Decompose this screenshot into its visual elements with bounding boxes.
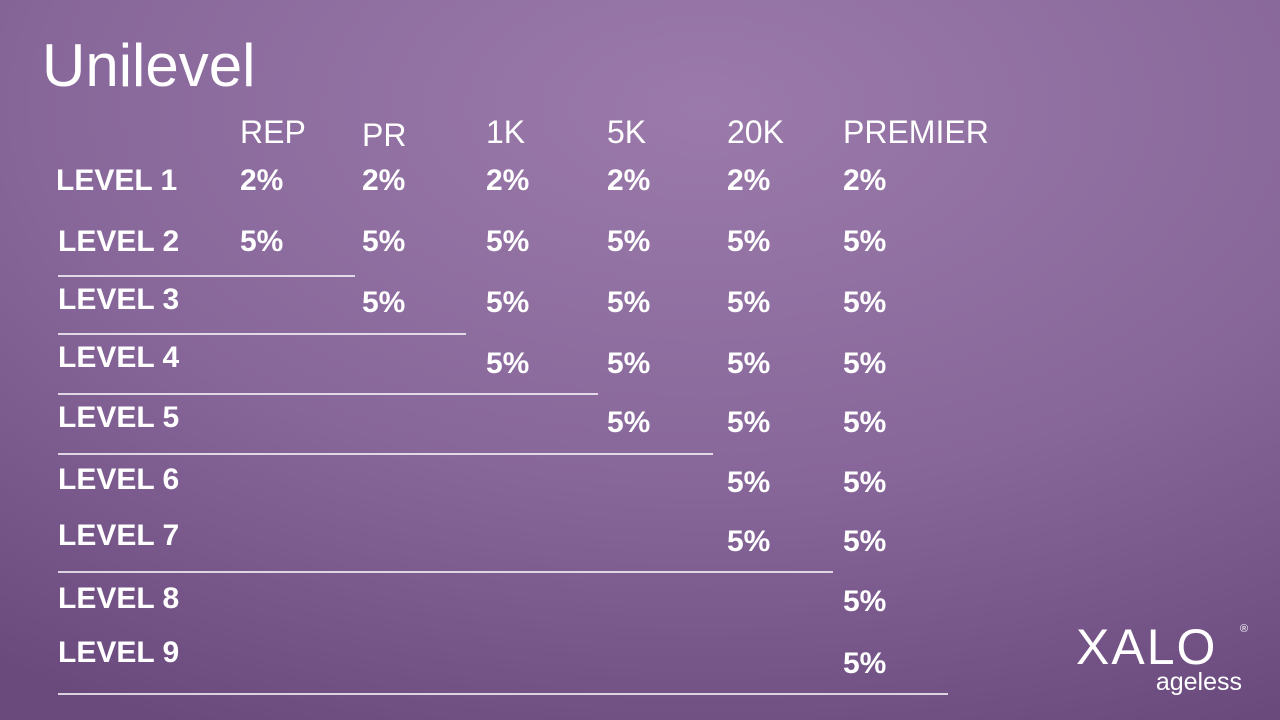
column-header: 20K — [727, 114, 784, 150]
logo-mark: ® — [1240, 623, 1248, 635]
cell: 5% — [362, 225, 405, 258]
row-label: LEVEL 7 — [58, 519, 179, 552]
column-header: PR — [362, 117, 406, 153]
cell: 5% — [843, 347, 886, 380]
cell: 2% — [607, 164, 650, 197]
row-label: LEVEL 3 — [58, 283, 179, 316]
cell: 5% — [727, 525, 770, 558]
cell: 2% — [362, 164, 405, 197]
cell: 5% — [727, 466, 770, 499]
cell: 5% — [486, 347, 529, 380]
row-label: LEVEL 4 — [58, 341, 179, 374]
cell: 5% — [843, 225, 886, 258]
cell: 5% — [843, 585, 886, 618]
column-header: REP — [240, 114, 306, 150]
column-header: 1K — [486, 114, 525, 150]
row-label: LEVEL 9 — [58, 636, 179, 669]
cell: 5% — [843, 525, 886, 558]
column-header: 5K — [607, 114, 646, 150]
cell: 5% — [843, 286, 886, 319]
row-label: LEVEL 6 — [58, 463, 179, 496]
cell: 5% — [727, 406, 770, 439]
cell: 5% — [843, 647, 886, 680]
row-label: LEVEL 8 — [58, 582, 179, 615]
cell: 5% — [486, 225, 529, 258]
title: Unilevel — [42, 32, 255, 99]
cell: 5% — [607, 225, 650, 258]
logo: XALO ® ageless — [1076, 619, 1248, 696]
cell: 2% — [486, 164, 529, 197]
logo-tagline: ageless — [1156, 668, 1242, 696]
logo-name: XALO — [1076, 619, 1217, 675]
table: REP PR 1K 5K 20K PREMIER LEVEL 1 2% 2% 2% 2% 2% 2% LE… — [56, 114, 989, 695]
cell: 5% — [240, 225, 283, 258]
cell: 5% — [607, 286, 650, 319]
cell: 5% — [727, 225, 770, 258]
cell: 5% — [362, 286, 405, 319]
cell: 5% — [843, 406, 886, 439]
cell: 5% — [843, 466, 886, 499]
row-label: LEVEL 5 — [58, 401, 179, 434]
cell: 5% — [727, 286, 770, 319]
cell: 2% — [727, 164, 770, 197]
column-header: PREMIER — [843, 114, 989, 150]
cell: 5% — [727, 347, 770, 380]
cell: 5% — [607, 347, 650, 380]
cell: 5% — [486, 286, 529, 319]
row-label: LEVEL 2 — [58, 225, 179, 258]
cell: 2% — [240, 164, 283, 197]
cell: 5% — [607, 406, 650, 439]
row-label: LEVEL 1 — [56, 164, 177, 197]
cell: 2% — [843, 164, 886, 197]
